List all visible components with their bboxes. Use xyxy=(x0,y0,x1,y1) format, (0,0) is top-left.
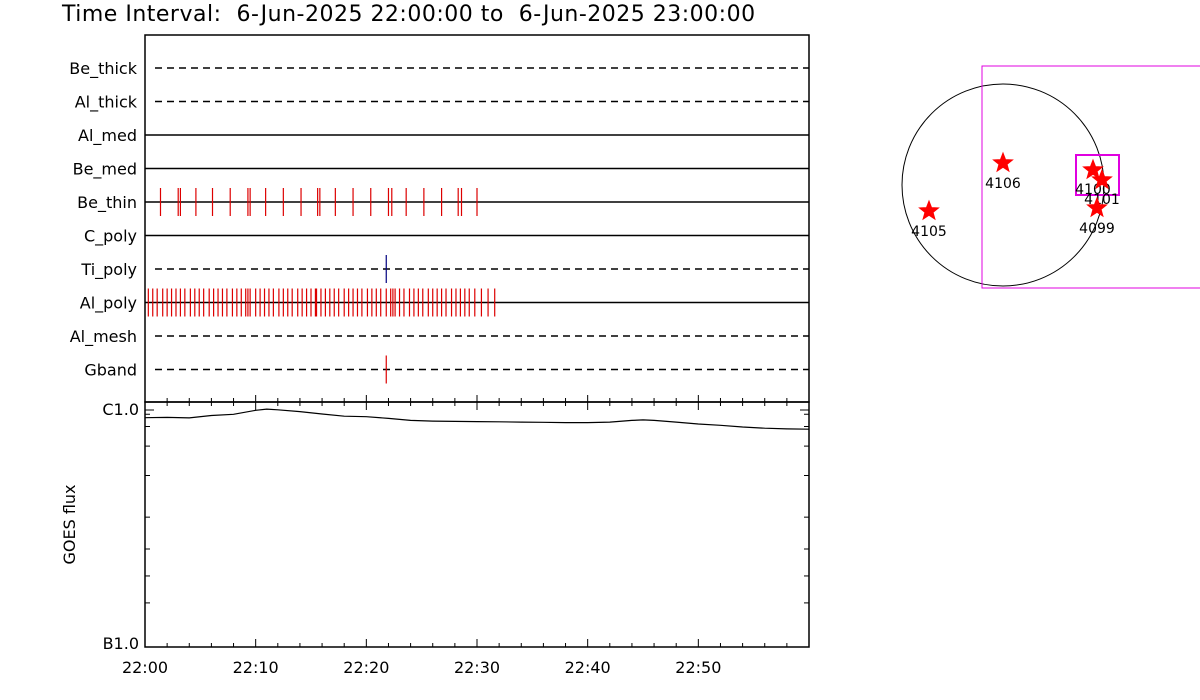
channel-label: Al_thick xyxy=(75,93,138,113)
y-tick-label: B1.0 xyxy=(103,634,139,653)
channel-label: Al_mesh xyxy=(70,327,137,347)
channel-label: Al_poly xyxy=(80,294,137,314)
channel-label: Gband xyxy=(84,361,137,380)
goes-flux-line xyxy=(144,408,810,430)
timeline-frame xyxy=(144,34,810,403)
channel-label: Be_thin xyxy=(77,193,137,213)
ar-label: 4105 xyxy=(911,224,947,240)
ar-star-marker xyxy=(1086,196,1108,218)
sub-field-box xyxy=(1075,154,1120,196)
goes-flux-panel: C1.0 B1.0 22:00 22:10 22:20 22:30 22:40 22:50 GO… xyxy=(60,400,810,677)
x-tick-label: 22:20 xyxy=(343,658,389,677)
ar-star-marker xyxy=(1082,158,1104,180)
x-tick-label: 22:30 xyxy=(454,658,500,677)
y-tick-label: C1.0 xyxy=(102,400,139,419)
channel-label: Be_med xyxy=(73,160,137,180)
channel-label: C_poly xyxy=(84,227,137,247)
channel-label: Al_med xyxy=(78,126,137,146)
ar-label: 4099 xyxy=(1079,221,1115,237)
ar-label: 4106 xyxy=(985,176,1021,192)
x-tick-label: 22:00 xyxy=(122,658,168,677)
channel-label: Ti_poly xyxy=(80,260,137,280)
y-axis-label: GOES flux xyxy=(60,484,79,564)
ar-label: 4101 xyxy=(1084,192,1120,208)
ar-label: 4100 xyxy=(1075,182,1111,198)
x-tick-label: 22:40 xyxy=(565,658,611,677)
field-of-view-box xyxy=(981,65,1200,289)
x-tick-label: 22:10 xyxy=(233,658,279,677)
ar-star-marker xyxy=(1091,168,1113,190)
ar-star-marker xyxy=(992,151,1014,173)
x-tick-label: 22:50 xyxy=(675,658,721,677)
channel-label: Be_thick xyxy=(69,59,137,79)
event-timeline-panel: Be_thick Al_thick Al_med Be_med Be_thin C_pol… xyxy=(69,34,810,403)
goes-frame xyxy=(144,401,810,648)
ar-star-marker xyxy=(918,199,940,221)
chart-title: Time Interval: 6-Jun-2025 22:00:00 to 6-… xyxy=(62,2,756,27)
